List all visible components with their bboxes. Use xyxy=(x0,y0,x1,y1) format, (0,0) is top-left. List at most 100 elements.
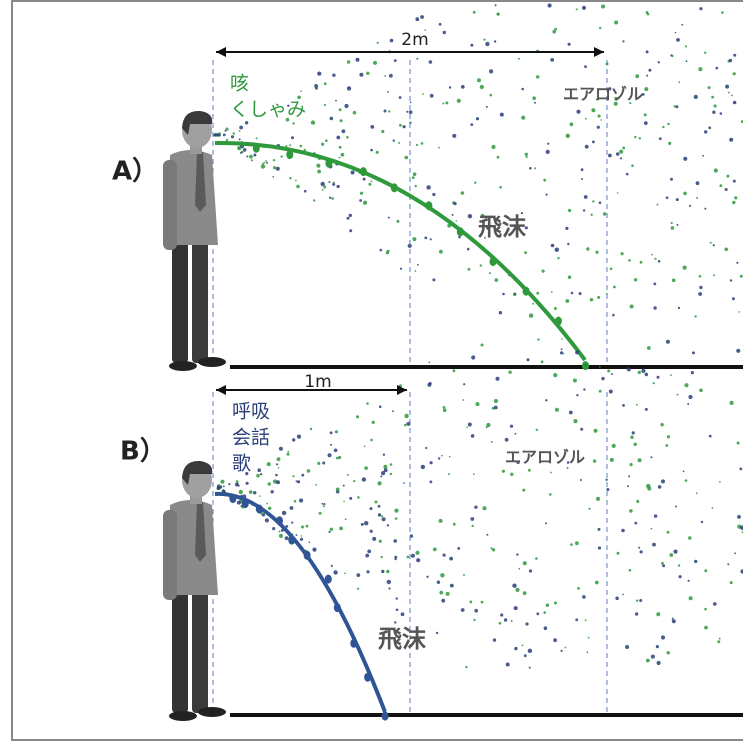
aerosol-dot xyxy=(557,462,560,464)
aerosol-dot xyxy=(353,480,356,483)
aerosol-dot xyxy=(220,479,225,484)
aerosol-dot xyxy=(681,23,684,26)
droplet xyxy=(325,158,333,168)
aerosol-dot xyxy=(514,293,517,295)
aerosol-dot xyxy=(394,621,397,624)
aerosol-dot xyxy=(665,196,669,199)
aerosol-dot xyxy=(500,613,504,617)
aerosol-dot xyxy=(313,199,316,202)
aerosol-dot xyxy=(660,635,666,640)
aerosol-dot xyxy=(654,257,657,260)
aerosol-dot xyxy=(593,428,598,433)
aerosol-dot xyxy=(460,85,465,89)
aerosol-dot xyxy=(409,534,414,538)
aerosol-dot xyxy=(265,160,267,162)
aerosol-dot xyxy=(255,137,258,140)
aerosol-dot xyxy=(673,105,676,108)
aerosol-dot xyxy=(359,199,362,202)
aerosol-dot xyxy=(278,533,284,539)
aerosol-dot xyxy=(689,204,692,207)
aerosol-dot xyxy=(525,155,528,159)
person-shoe xyxy=(198,707,226,717)
aerosol-dot xyxy=(528,666,531,669)
aerosol-dot xyxy=(717,640,721,644)
aerosol-dot xyxy=(360,191,364,195)
aerosol-dot xyxy=(404,155,409,160)
aerosol-dot xyxy=(510,472,514,476)
aerosol-dot xyxy=(377,481,382,486)
aerosol-dot xyxy=(291,136,294,140)
aerosol-dot xyxy=(387,216,390,219)
aerosol-dot xyxy=(378,405,382,409)
aerosol-dot xyxy=(485,41,490,47)
aerosol-dot xyxy=(656,375,660,379)
aerosol-dot xyxy=(586,247,590,251)
aerosol-dot xyxy=(462,399,465,401)
aerosol-dot xyxy=(463,383,466,386)
aerosol-dot xyxy=(631,164,634,167)
aerosol-dot xyxy=(724,188,728,191)
aerosol-dot xyxy=(482,506,487,511)
aerosol-dot xyxy=(456,98,461,103)
aerosol-dot xyxy=(301,473,305,477)
aerosol-dot xyxy=(645,50,649,54)
aerosol-dot xyxy=(216,486,221,491)
aerosol-dot xyxy=(437,457,441,460)
aerosol-dot xyxy=(543,626,548,630)
aerosol-dot xyxy=(453,202,457,206)
arrow-head xyxy=(594,47,604,57)
aerosol-dot xyxy=(666,651,670,655)
aerosol-dot xyxy=(388,587,391,590)
aerosol-dot xyxy=(296,434,302,439)
aerosol-dot xyxy=(728,91,730,94)
aerosol-dot xyxy=(426,575,429,578)
aerosol-dot xyxy=(645,658,650,663)
aerosol-dot xyxy=(332,182,336,186)
aerosol-dot xyxy=(595,98,598,101)
droplet xyxy=(522,286,530,296)
aerosol-dot xyxy=(682,470,685,473)
aerosol-dot xyxy=(698,292,702,296)
aerosol-dot xyxy=(522,561,527,566)
aerosol-dot xyxy=(630,435,634,439)
aerosol-dot xyxy=(236,500,241,505)
aerosol-dot xyxy=(470,434,475,438)
aerosol-dot xyxy=(310,120,316,125)
aerosol-dot xyxy=(355,57,360,62)
aerosol-dot xyxy=(609,267,613,271)
aerosol-dot xyxy=(429,93,434,98)
aerosol-dot xyxy=(362,177,366,181)
aerosol-dot xyxy=(407,243,412,248)
aerosol-dot xyxy=(439,249,443,254)
aerosol-dot xyxy=(336,135,341,140)
aerosol-dot xyxy=(740,525,743,530)
aerosol-dot xyxy=(575,618,579,622)
aerosol-dot xyxy=(699,7,703,11)
aerosol-dot xyxy=(636,403,638,406)
aerosol-dot xyxy=(622,593,624,596)
aerosol-dot xyxy=(620,252,624,256)
aerosol-dot xyxy=(366,402,369,405)
aerosol-dot xyxy=(688,536,692,540)
aerosol-dot xyxy=(704,207,707,210)
aerosol-dot xyxy=(524,226,528,230)
aerosol-dot xyxy=(300,535,303,537)
aerosol-dot xyxy=(272,527,276,531)
aerosol-dot xyxy=(732,200,736,205)
aerosol-dot xyxy=(490,547,493,550)
aerosol-dot xyxy=(498,621,502,625)
aerosol-dot xyxy=(673,549,678,554)
aerosol-dot xyxy=(704,607,707,611)
aerosol-dot xyxy=(285,145,288,148)
aerosol-dot xyxy=(515,587,520,593)
aerosol-dot xyxy=(287,104,290,108)
aerosol-dot xyxy=(223,485,225,488)
aerosol-dot xyxy=(560,649,563,653)
aerosol-dot xyxy=(429,480,433,484)
aerosol-dot xyxy=(675,105,679,109)
arrow-head xyxy=(397,385,407,395)
aerosol-dot xyxy=(425,446,428,450)
aerosol-dot xyxy=(494,278,499,282)
aerosol-dot xyxy=(335,487,340,492)
aerosol-dot xyxy=(480,213,485,218)
